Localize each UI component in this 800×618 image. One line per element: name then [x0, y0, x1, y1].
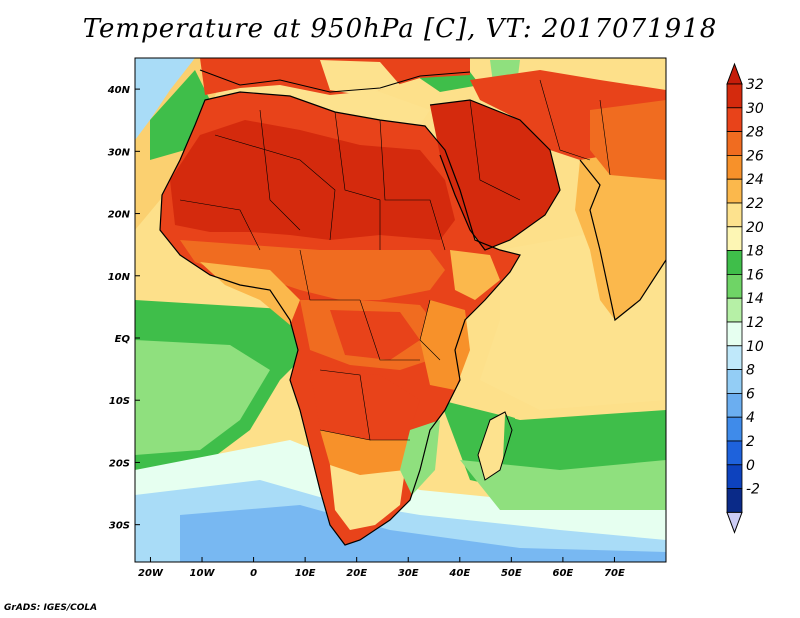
colorbar-label: 6 — [746, 386, 755, 402]
atlantic-north-green — [150, 70, 210, 160]
footer-credit: GrADS: IGES/COLA — [4, 603, 98, 613]
colorbar-label: 14 — [746, 291, 764, 307]
colorbar-label: 4 — [746, 410, 755, 426]
plot-frame — [134, 57, 667, 563]
lon-tick-label: 0 — [250, 568, 257, 579]
colorbar-top-arrow — [726, 62, 743, 85]
colorbar-swatch — [726, 131, 743, 156]
colorbar-label: 32 — [746, 77, 764, 93]
sahara-core — [170, 120, 455, 240]
colorbar-label: 20 — [746, 220, 764, 236]
chart-title: Temperature at 950hPa [C], VT: 201707191… — [82, 14, 718, 44]
colorbar-label: 2 — [746, 434, 755, 450]
congo-hot — [330, 310, 420, 360]
ethiopia-mild — [450, 250, 500, 300]
colorbar-label: 0 — [746, 458, 755, 474]
lat-axis: 40N 30N 20N 10N EQ 10S 20S 30S — [107, 85, 140, 532]
colorbar-label: 8 — [746, 363, 755, 379]
colorbar-label: 24 — [746, 172, 764, 188]
madagascar-land — [478, 412, 512, 480]
colorbar-bottom-arrow — [726, 511, 743, 534]
southern-ocean-blue — [180, 505, 666, 562]
lon-axis: 20W 10W 0 10E 20E 30E 40E 50E 60E 70E — [138, 557, 625, 579]
balkans-cool — [320, 60, 400, 95]
sahel-warm — [180, 240, 445, 300]
lat-tick-label: 20N — [108, 210, 131, 221]
mozambique-green — [400, 420, 440, 495]
southern-africa-hot — [310, 370, 420, 440]
lon-tick-label: 40E — [448, 568, 470, 579]
atlantic-north-blue — [135, 58, 195, 140]
lat-tick-label: 30N — [108, 147, 131, 158]
colorbar-swatch — [726, 154, 743, 180]
lat-tick-label: 40N — [107, 85, 131, 96]
pakistan-hot — [590, 100, 666, 180]
colorbar-label: 22 — [746, 196, 764, 212]
colorbar-swatch — [726, 202, 743, 228]
lon-tick-label: 10E — [295, 568, 316, 579]
colorbar-label: -2 — [746, 482, 760, 498]
colorbar-swatch — [726, 488, 743, 513]
lon-tick-label: 20E — [346, 568, 367, 579]
south-africa-cool — [330, 465, 405, 530]
colorbar-label: 26 — [746, 148, 764, 164]
india-land — [575, 150, 666, 320]
colorbar-swatch — [726, 83, 743, 109]
colorbar-swatch — [726, 464, 743, 489]
lon-tick-label: 70E — [604, 568, 625, 579]
colorbar-swatch — [726, 273, 743, 299]
lat-tick-label: 10S — [109, 396, 130, 407]
lat-tick-label: EQ — [115, 334, 131, 345]
colorbar-swatch — [726, 392, 743, 418]
colorbar-swatch — [726, 178, 743, 204]
colorbar-swatch — [726, 250, 743, 275]
lon-tick-label: 60E — [553, 568, 574, 579]
colorbar-label: 10 — [746, 339, 764, 355]
country-borders — [179, 79, 611, 441]
colorbar-swatch — [726, 416, 743, 442]
lat-tick-label: 30S — [109, 521, 130, 532]
colorbar-label: 16 — [746, 267, 764, 283]
lon-tick-label: 30E — [398, 568, 419, 579]
colorbar-swatch — [726, 297, 743, 323]
lon-tick-label: 50E — [501, 568, 522, 579]
colorbar-swatch — [726, 345, 743, 370]
madagascar-coastline — [477, 411, 513, 481]
indian-ocean-lightgreen — [460, 460, 666, 510]
colorbar-swatch — [726, 321, 743, 347]
arabia-coastline — [429, 99, 561, 251]
colorbar-label: 30 — [746, 101, 764, 117]
west-africa-mild — [200, 262, 300, 325]
india-coastline — [579, 159, 666, 322]
colorbar-swatch — [726, 440, 743, 466]
europe-coastline — [199, 69, 471, 93]
colorbar-label: 28 — [746, 125, 764, 141]
lat-tick-label: 10N — [108, 272, 131, 283]
colorbar-swatch — [726, 226, 743, 252]
lon-tick-label: 10W — [190, 568, 216, 579]
colorbar-label: 12 — [746, 315, 764, 331]
atlantic-lightgreen — [135, 340, 270, 455]
colorbar-label: 18 — [746, 244, 764, 260]
lon-tick-label: 20W — [138, 568, 164, 579]
africa-coastline — [159, 91, 521, 546]
colorbar-swatch — [726, 107, 743, 133]
colorbar-swatch — [726, 369, 743, 394]
lat-tick-label: 20S — [109, 458, 130, 469]
map-plot-area — [135, 58, 666, 562]
